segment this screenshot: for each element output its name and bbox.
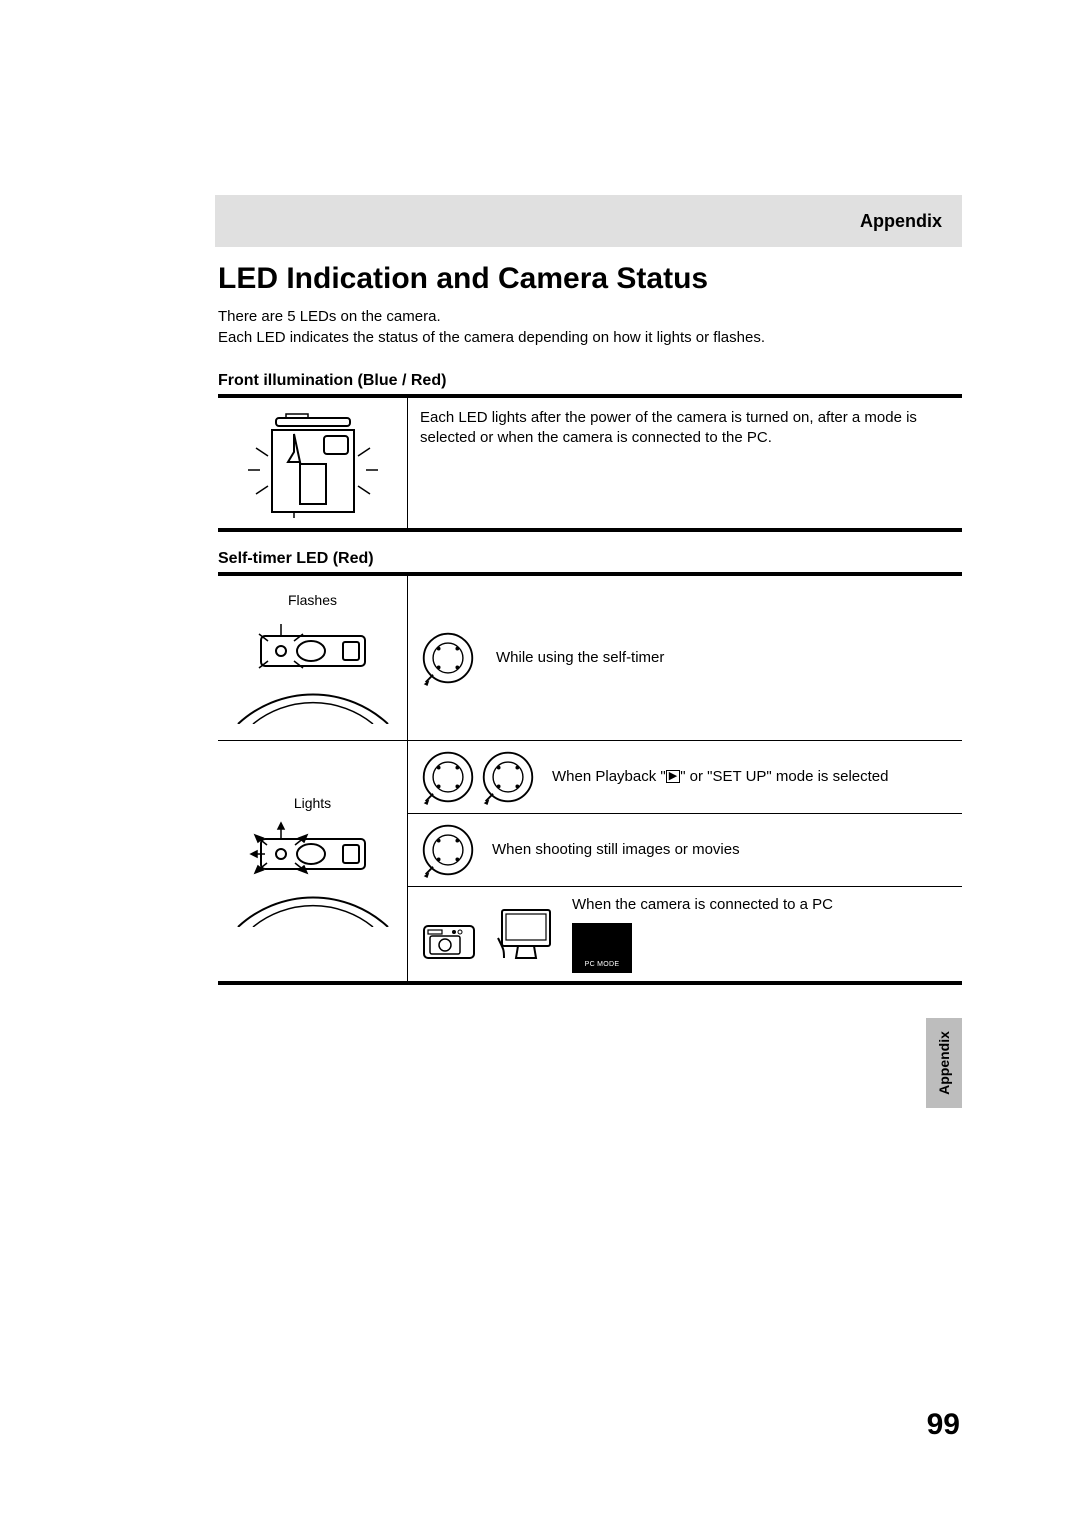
lights-label: Lights	[294, 795, 331, 811]
lights-desc-1-text: When Playback "▶" or "SET UP" mode is se…	[552, 767, 888, 787]
selftimer-heading: Self-timer LED (Red)	[218, 550, 962, 568]
flashes-illustration-cell: Flashes	[218, 576, 408, 740]
intro-line-1: There are 5 LEDs on the camera.	[218, 306, 962, 327]
front-desc: Each LED lights after the power of the c…	[408, 398, 962, 528]
camera-front-lights-illustration	[233, 817, 393, 927]
lights-desc-2: When shooting still images or movies	[408, 813, 962, 886]
lights-desc-2-text: When shooting still images or movies	[492, 840, 740, 860]
flashes-desc-cell: While using the self-timer	[408, 576, 962, 740]
flashes-desc: While using the self-timer	[496, 648, 664, 668]
page-content: LED Indication and Camera Status There a…	[218, 262, 962, 985]
intro-text: There are 5 LEDs on the camera. Each LED…	[218, 306, 962, 348]
divider	[218, 981, 962, 985]
mode-dial-playback-icon	[420, 749, 476, 805]
pc-connection-illustration	[420, 906, 556, 962]
header-band: Appendix	[215, 195, 962, 247]
lights-illustration-cell: Lights	[218, 741, 408, 981]
monitor-icon	[496, 906, 556, 962]
front-row: Each LED lights after the power of the c…	[218, 398, 962, 528]
page-number: 99	[927, 1408, 960, 1442]
mode-dial-icon	[420, 630, 476, 686]
intro-line-2: Each LED indicates the status of the cam…	[218, 327, 962, 348]
camera-front-flashes-illustration	[233, 614, 393, 724]
flashes-label: Flashes	[288, 592, 337, 608]
lights-row: Lights	[218, 741, 962, 981]
front-illustration-cell	[218, 398, 408, 528]
camera-top-illustration	[238, 408, 388, 518]
lights-desc-group: When Playback "▶" or "SET UP" mode is se…	[408, 741, 962, 981]
camera-pc-icon	[420, 912, 490, 962]
lights-desc-1: When Playback "▶" or "SET UP" mode is se…	[408, 741, 962, 813]
front-heading: Front illumination (Blue / Red)	[218, 372, 962, 390]
lights-desc-3: When the camera is connected to a PC PC …	[408, 886, 962, 981]
mode-dial-setup-icon	[480, 749, 536, 805]
mode-dial-shoot-icon	[420, 822, 476, 878]
header-section-label: Appendix	[860, 211, 942, 232]
lcd-pc-mode: PC MODE	[572, 923, 632, 973]
flashes-row: Flashes	[218, 576, 962, 740]
lights-desc-3-text: When the camera is connected to a PC	[572, 895, 833, 915]
side-tab-label: Appendix	[936, 1031, 952, 1095]
side-tab: Appendix	[926, 1018, 962, 1108]
page-title: LED Indication and Camera Status	[218, 262, 962, 296]
playback-icon: ▶	[666, 770, 680, 783]
lcd-pc-mode-label: PC MODE	[585, 960, 620, 969]
